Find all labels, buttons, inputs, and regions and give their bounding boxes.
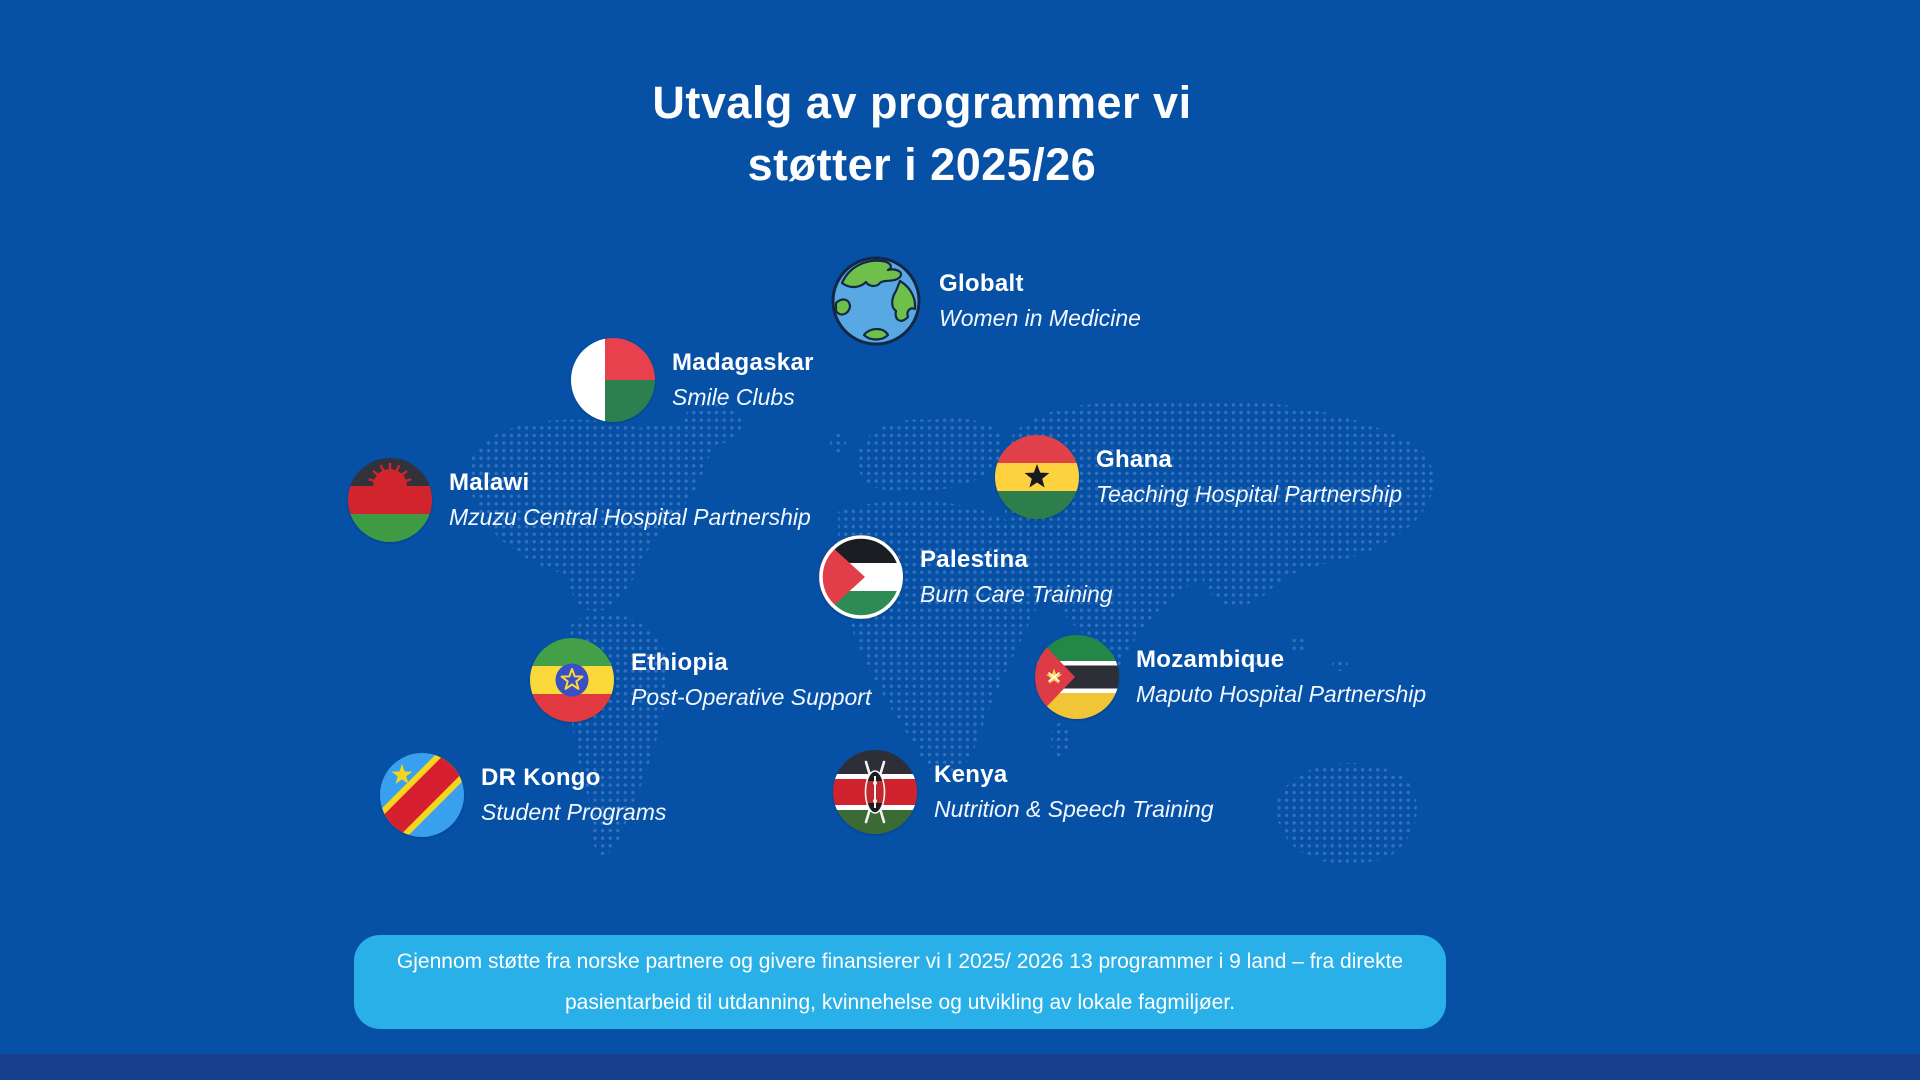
country-label: DR Kongo: [481, 763, 601, 791]
page-title-line2: støtter i 2025/26: [747, 139, 1097, 191]
ghana-flag-icon: [995, 435, 1079, 519]
program-item-ethiopia: Ethiopia Post-Operative Support: [530, 638, 871, 722]
ethiopia-flag-icon: [530, 638, 614, 722]
program-item-kenya: Kenya Nutrition & Speech Training: [833, 750, 1214, 834]
program-label: Teaching Hospital Partnership: [1096, 480, 1402, 507]
program-item-ghana: Ghana Teaching Hospital Partnership: [995, 435, 1402, 519]
kenya-flag-icon: [833, 750, 917, 834]
country-label: Kenya: [934, 760, 1008, 788]
country-label: Palestina: [920, 545, 1029, 573]
info-box: Gjennom støtte fra norske partnere og gi…: [354, 935, 1446, 1029]
globe-icon: [830, 255, 922, 347]
malawi-flag-icon: [348, 458, 432, 542]
palestine-flag-icon: [819, 535, 903, 619]
footer-bar: [0, 1054, 1920, 1080]
page-title: Utvalg av programmer vi støtter i 2025/2…: [322, 72, 1522, 196]
page-title-line1: Utvalg av programmer vi: [652, 77, 1192, 128]
program-item-global: Globalt Women in Medicine: [830, 255, 1141, 347]
country-label: Malawi: [449, 468, 530, 496]
program-item-dr-congo: DR Kongo Student Programs: [380, 753, 666, 837]
program-label: Burn Care Training: [920, 580, 1113, 607]
program-item-madagascar: Madagaskar Smile Clubs: [571, 338, 814, 422]
program-label: Student Programs: [481, 798, 667, 825]
country-label: Madagaskar: [672, 348, 814, 376]
country-label: Mozambique: [1136, 645, 1285, 673]
program-label: Women in Medicine: [939, 304, 1141, 331]
program-label: Nutrition & Speech Training: [934, 795, 1214, 822]
program-item-mozambique: Mozambique Maputo Hospital Partnership: [1035, 635, 1426, 719]
program-item-palestine: Palestina Burn Care Training: [819, 535, 1113, 619]
info-text: Gjennom støtte fra norske partnere og gi…: [396, 950, 1404, 1014]
mozambique-flag-icon: [1035, 635, 1119, 719]
program-label: Mzuzu Central Hospital Partnership: [449, 503, 811, 530]
country-label: Ghana: [1096, 445, 1173, 473]
dr-congo-flag-icon: [380, 753, 464, 837]
program-item-malawi: Malawi Mzuzu Central Hospital Partnershi…: [348, 458, 811, 542]
program-label: Maputo Hospital Partnership: [1136, 680, 1427, 707]
country-label: Ethiopia: [631, 648, 729, 676]
madagascar-flag-icon: [571, 338, 655, 422]
program-label: Smile Clubs: [672, 383, 795, 410]
country-label: Globalt: [939, 269, 1024, 297]
program-label: Post-Operative Support: [631, 683, 872, 710]
